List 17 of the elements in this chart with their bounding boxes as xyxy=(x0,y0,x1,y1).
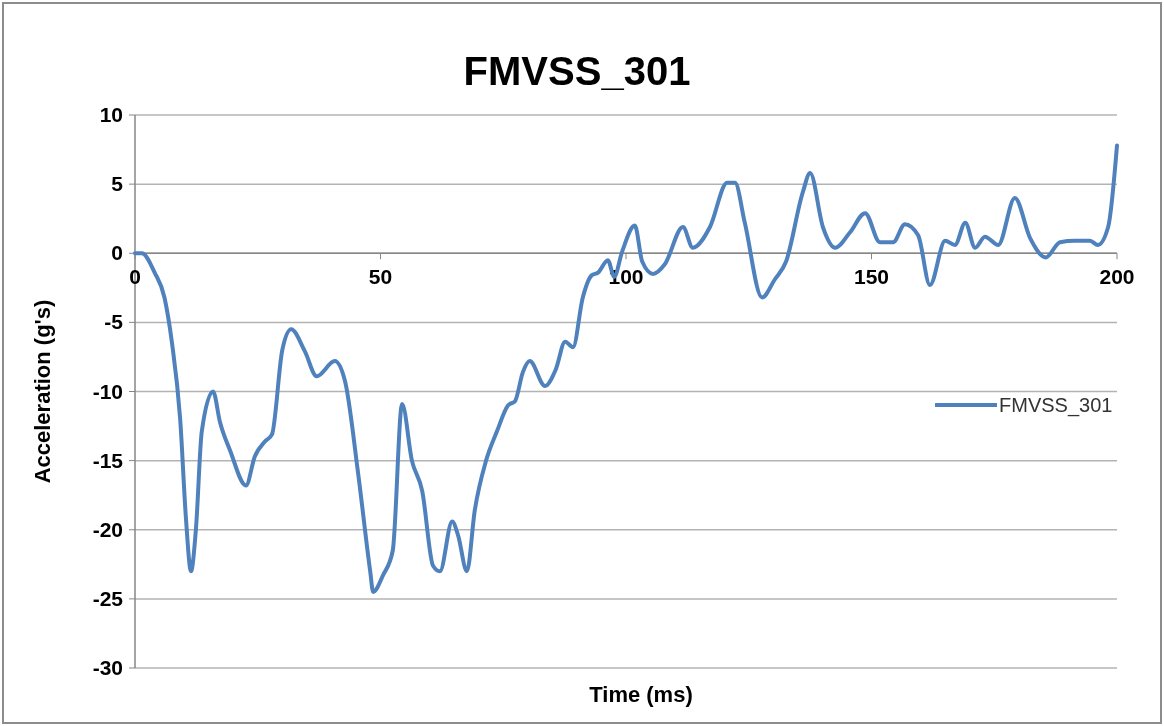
y-tick-label: 10 xyxy=(99,103,123,126)
x-tick-label: 0 xyxy=(129,265,141,289)
y-tick-label: -20 xyxy=(92,517,123,541)
y-tick-label: 0 xyxy=(111,241,123,265)
x-tick-label: 200 xyxy=(1099,265,1135,289)
y-tick-label: -25 xyxy=(92,586,124,610)
y-tick-label: -5 xyxy=(104,310,124,334)
y-tick-label: -30 xyxy=(92,656,123,679)
chart-title: FMVSS_301 xyxy=(463,49,691,93)
x-tick-label: 50 xyxy=(368,265,393,289)
legend-label: FMVSS_301 xyxy=(999,394,1113,417)
y-axis-title: Acceleration (g's) xyxy=(30,299,55,484)
y-tick-label: -15 xyxy=(92,448,124,472)
x-axis-title: Time (ms) xyxy=(589,682,693,707)
y-tick-label: -10 xyxy=(92,379,123,403)
y-tick-label: 5 xyxy=(111,172,124,196)
x-tick-label: 150 xyxy=(853,265,890,289)
